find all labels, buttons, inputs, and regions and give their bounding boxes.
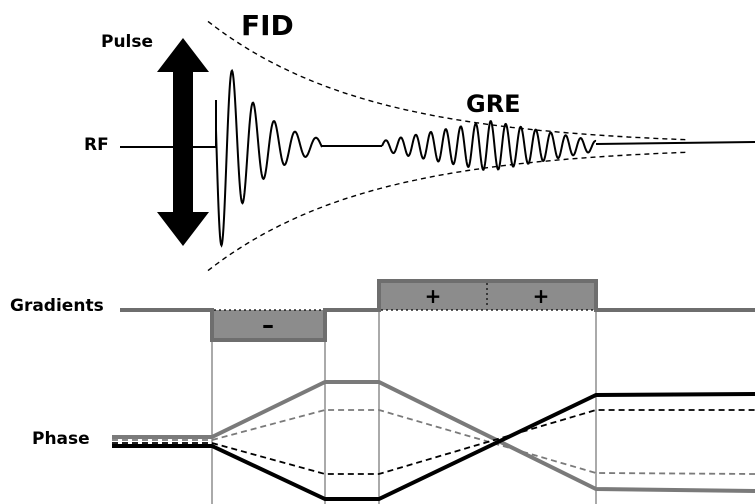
negative-lobe-sign: – [262,311,274,339]
phase-line-black-solid [112,392,755,501]
phase-line-black-dashed [112,409,755,475]
gre-label: GRE [466,90,521,118]
rf-label: RF [84,135,109,155]
positive-lobe-sign-2: + [533,284,550,308]
rf-pulse-arrow-icon [157,38,209,246]
gradients-label: Gradients [10,296,104,316]
decay-envelope-lower [207,151,689,272]
positive-gradient-lobe [379,281,596,310]
phase-label: Phase [32,429,90,449]
decay-envelope-upper [207,20,689,141]
rf-baseline-right [595,141,755,145]
phase-line-grey-dashed [112,409,755,475]
gre-echo-signal [381,120,597,171]
negative-gradient-lobe [212,310,325,340]
positive-lobe-sign-1: + [425,284,442,308]
fid-signal [215,68,323,248]
fid-label: FID [241,9,294,42]
pulse-label: Pulse [101,32,153,52]
gradient-waveform [120,279,755,342]
phase-line-grey-solid [112,380,755,493]
